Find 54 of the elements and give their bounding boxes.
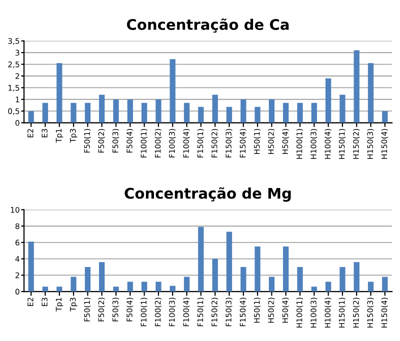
bar [240, 99, 246, 123]
bar [198, 106, 204, 123]
chart-title: Concentração de Ca [126, 18, 289, 33]
bar [170, 59, 176, 123]
bar [141, 282, 148, 292]
chart-title: Concentração de Mg [124, 187, 291, 202]
bar [42, 102, 48, 123]
bar [311, 102, 317, 123]
bar [325, 282, 332, 292]
bar [212, 258, 218, 292]
bar [127, 99, 133, 123]
bar [340, 267, 346, 292]
bar [113, 286, 119, 292]
bar [283, 246, 289, 292]
bar [268, 276, 275, 292]
bar [99, 94, 105, 123]
bar [340, 94, 346, 123]
bar [99, 262, 105, 292]
bar [42, 286, 48, 292]
bar [354, 262, 360, 292]
bar [311, 286, 317, 292]
bar [283, 102, 289, 123]
bar [156, 99, 162, 123]
bar [84, 267, 91, 292]
bar [240, 267, 246, 292]
bar [297, 102, 303, 123]
bar [368, 63, 374, 123]
bar [212, 94, 218, 123]
bar [184, 102, 190, 123]
bar [28, 242, 34, 292]
bar [226, 232, 232, 292]
bar [382, 276, 388, 292]
bar [127, 282, 133, 292]
bar [70, 102, 76, 123]
bar [254, 106, 260, 123]
bar [84, 102, 91, 123]
bar [354, 50, 360, 123]
bar [184, 276, 190, 292]
bar [28, 111, 34, 123]
bar [156, 282, 162, 292]
bar [382, 111, 388, 123]
bar [297, 267, 303, 292]
bar [368, 282, 374, 292]
bar [198, 226, 204, 292]
bar [170, 286, 176, 292]
bar [254, 246, 260, 292]
bar [268, 99, 275, 123]
bar [56, 286, 62, 292]
bar [141, 102, 148, 123]
bar [56, 63, 62, 123]
bar [113, 99, 119, 123]
bar [226, 106, 232, 123]
bar [70, 276, 76, 292]
bar [325, 78, 332, 123]
